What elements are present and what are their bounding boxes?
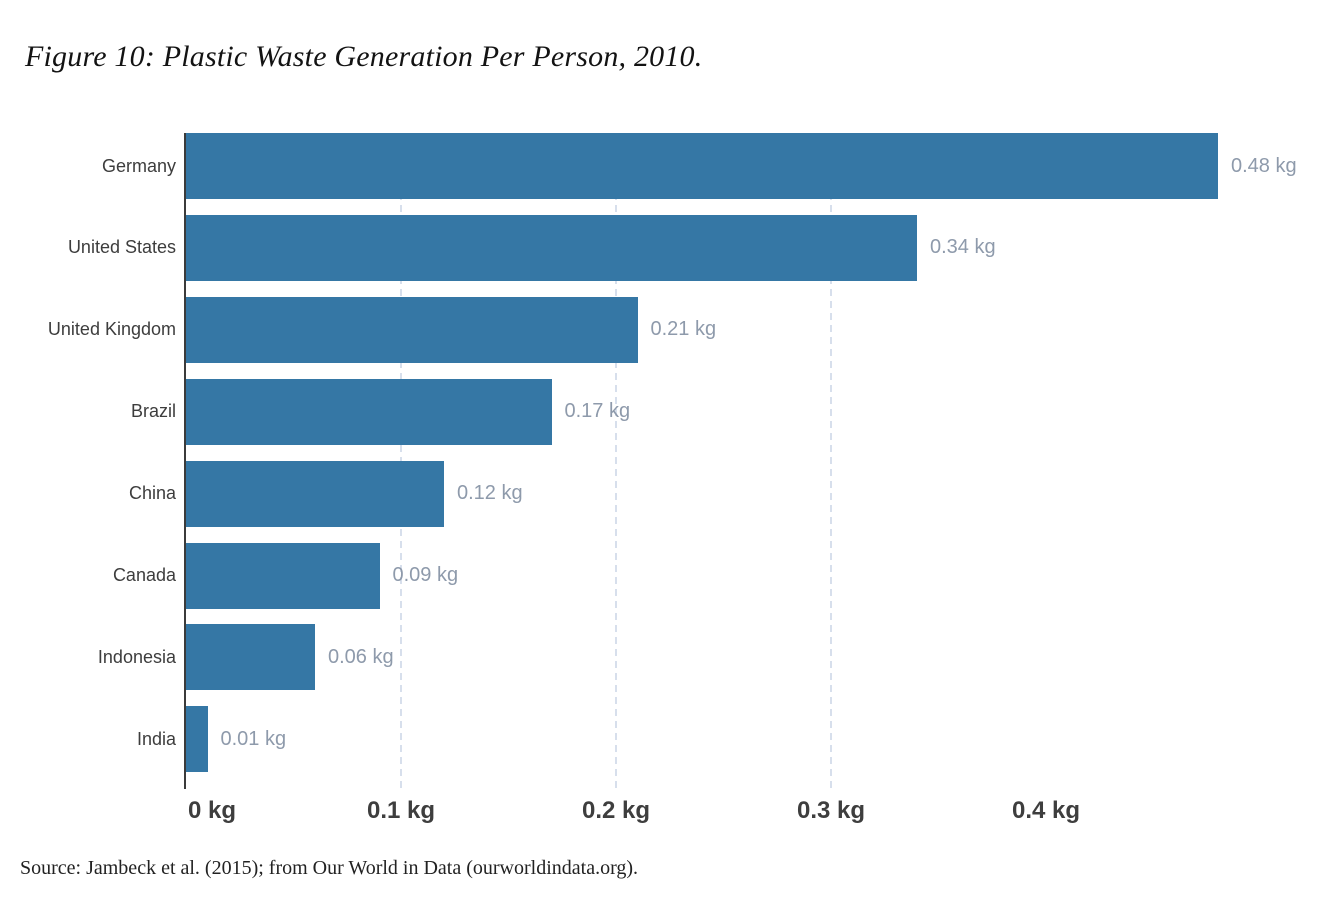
value-label: 0.01 kg: [220, 727, 287, 750]
y-axis-line: [184, 133, 186, 789]
bar: [186, 460, 444, 527]
bar: [186, 624, 315, 691]
bar-row: United Kingdom 0.21 kg: [0, 296, 1334, 363]
figure-title: Figure 10: Plastic Waste Generation Per …: [25, 40, 703, 73]
bar-row: Indonesia 0.06 kg: [0, 624, 1334, 691]
x-tick-label: 0.1 kg: [366, 797, 436, 824]
value-label: 0.12 kg: [457, 482, 523, 505]
x-tick-label: 0.2 kg: [581, 797, 651, 824]
bar-row: Brazil 0.17 kg: [0, 378, 1334, 445]
value-label: 0.09 kg: [392, 564, 459, 586]
x-tick-label: 0 kg: [187, 797, 237, 824]
bar-row: India 0.01 kg: [0, 706, 1334, 773]
category-label: Indonesia: [97, 646, 176, 667]
x-tick-label: 0.4 kg: [1011, 797, 1081, 824]
gridline: [830, 133, 832, 789]
bar: [186, 214, 917, 281]
bar: [186, 133, 1218, 199]
value-label: 0.21 kg: [650, 318, 717, 341]
category-label: India: [136, 728, 176, 749]
bar-row: China 0.12 kg: [0, 460, 1334, 527]
category-label: China: [128, 483, 176, 504]
bar: [186, 296, 638, 363]
bar-row: Canada 0.09 kg: [0, 542, 1334, 609]
category-label: United States: [67, 237, 176, 258]
source-note: Source: Jambeck et al. (2015); from Our …: [20, 857, 639, 879]
value-label: 0.48 kg: [1231, 154, 1297, 177]
gridline: [615, 133, 617, 789]
bar: [186, 706, 208, 773]
value-label: 0.06 kg: [328, 645, 394, 668]
category-label: Brazil: [130, 401, 176, 422]
category-label: United Kingdom: [47, 319, 176, 340]
bar: [186, 542, 380, 609]
value-label: 0.34 kg: [930, 236, 996, 259]
bar-row: United States 0.34 kg: [0, 214, 1334, 281]
bar: [186, 378, 552, 445]
x-tick-label: 0.3 kg: [796, 797, 866, 824]
category-label: Canada: [112, 565, 176, 585]
category-label: Germany: [101, 155, 176, 176]
value-label: 0.17 kg: [564, 400, 631, 423]
bar-row: Germany 0.48 kg: [0, 133, 1334, 199]
